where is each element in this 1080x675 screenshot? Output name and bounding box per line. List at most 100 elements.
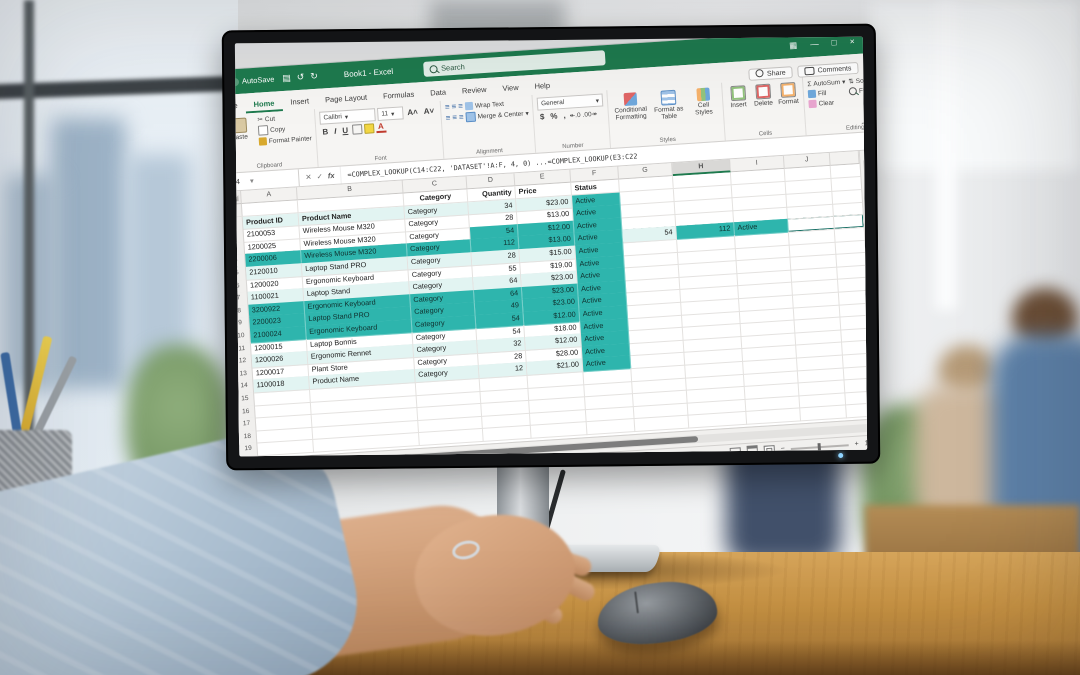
autosave-toggle[interactable]: AutoSave <box>234 74 275 87</box>
zoom-out-icon[interactable]: − <box>780 445 786 453</box>
comma-button[interactable]: , <box>563 110 567 120</box>
person-icon <box>755 68 765 78</box>
insert-function-icon[interactable]: fx <box>327 170 335 181</box>
magnifier-icon <box>848 87 858 96</box>
autosave-label: AutoSave <box>241 74 275 86</box>
save-icon[interactable]: ▤ <box>282 72 292 84</box>
workbook-title: Book1 - Excel <box>343 66 394 80</box>
search-placeholder: Search <box>440 62 466 73</box>
fill-color-button[interactable] <box>363 123 375 134</box>
normal-view-icon[interactable] <box>729 446 742 457</box>
autosum-button[interactable]: Σ AutoSum ▾ <box>807 78 846 88</box>
align-top-icon[interactable]: ≡ <box>444 102 450 112</box>
underline-button[interactable]: U <box>342 125 349 135</box>
row-filler <box>846 402 868 419</box>
italic-button[interactable]: I <box>333 126 337 136</box>
close-button[interactable]: × <box>849 36 855 47</box>
format-painter-icon <box>258 137 268 146</box>
ribbon-display-icon[interactable]: ▦ <box>788 39 798 51</box>
cancel-icon[interactable]: ✕ <box>304 172 312 182</box>
chevron-down-icon: ▾ <box>525 110 529 118</box>
zoom-in-icon[interactable]: + <box>854 440 859 448</box>
paste-button[interactable]: Paste <box>234 116 256 142</box>
restore-button[interactable]: □ <box>831 37 838 48</box>
currency-button[interactable]: $ <box>539 112 545 122</box>
insert-cells-icon <box>729 85 746 102</box>
font-color-button[interactable]: A <box>375 122 387 134</box>
share-label: Share <box>766 69 786 78</box>
cell[interactable] <box>634 414 690 432</box>
shrink-font-button[interactable]: A˅ <box>423 106 435 117</box>
group-styles: Conditional Formatting Format as Table C… <box>607 82 726 149</box>
wrap-text-button[interactable]: Wrap Text <box>464 100 504 111</box>
power-led-icon <box>838 452 844 459</box>
undo-icon[interactable]: ↺ <box>296 71 305 83</box>
borders-button[interactable] <box>351 124 363 135</box>
select-all-corner[interactable] <box>234 190 242 206</box>
conditional-formatting-button[interactable]: Conditional Formatting <box>612 91 650 123</box>
delete-cells-button[interactable]: Delete <box>751 82 775 108</box>
cell[interactable] <box>530 421 588 439</box>
search-icon <box>428 64 438 74</box>
page-layout-view-icon[interactable] <box>746 444 759 457</box>
group-font: Calibri ▾ 11 ▾ A˄ A˅ B I U <box>314 100 445 167</box>
cell[interactable] <box>688 411 748 429</box>
bold-button[interactable]: B <box>322 126 329 137</box>
format-cells-icon <box>779 82 796 98</box>
scroll-up-icon[interactable]: ▲ <box>862 150 868 157</box>
blurred-building <box>52 118 126 388</box>
align-center-icon[interactable]: ≡ <box>452 112 458 123</box>
merge-center-button[interactable]: Merge & Center ▾ <box>465 108 529 123</box>
sort-filter-button[interactable]: ⇅Sort & Filter <box>848 75 868 86</box>
increase-decimal-button[interactable]: ↞.0 <box>569 111 581 120</box>
align-left-icon[interactable]: ≡ <box>445 113 451 123</box>
align-middle-icon[interactable]: ≡ <box>451 101 457 112</box>
format-painter-button[interactable]: Format Painter <box>258 134 312 146</box>
grow-font-button[interactable]: A˄ <box>407 107 419 118</box>
redo-icon[interactable]: ↻ <box>310 70 319 82</box>
clear-button[interactable]: Clear <box>808 98 846 109</box>
copy-button[interactable]: Copy <box>257 122 312 136</box>
collapse-ribbon-icon[interactable]: ⌃ <box>860 122 867 130</box>
cell[interactable] <box>418 428 484 446</box>
cell[interactable] <box>800 404 847 422</box>
format-as-table-button[interactable]: Format as Table <box>650 88 686 121</box>
formula-bar-buttons: ✕ ✓ fx <box>298 166 343 187</box>
cell[interactable] <box>746 407 802 425</box>
find-select-button[interactable]: Find & Select <box>848 84 867 96</box>
merge-center-icon <box>465 111 476 123</box>
percent-button[interactable]: % <box>550 111 558 121</box>
font-name-select[interactable]: Calibri ▾ <box>319 108 376 125</box>
minimize-button[interactable]: — <box>809 38 819 49</box>
paste-label: Paste <box>234 133 249 142</box>
cell[interactable] <box>257 439 315 457</box>
format-as-table-icon <box>660 89 676 106</box>
row-number[interactable]: 19 <box>239 442 259 457</box>
fill-icon <box>807 89 817 99</box>
font-size-select[interactable]: 11 ▾ <box>376 106 404 122</box>
comment-icon <box>804 66 815 76</box>
fill-button[interactable]: Fill <box>807 88 846 99</box>
cell-styles-button[interactable]: Cell Styles <box>687 86 719 117</box>
chevron-down-icon: ▾ <box>390 110 395 118</box>
zoom-level: 100% <box>864 439 868 448</box>
align-bottom-icon[interactable]: ≡ <box>457 101 464 111</box>
blurred-window-frame-right <box>935 0 957 310</box>
insert-cells-button[interactable]: Insert <box>726 84 750 110</box>
chevron-down-icon: ▾ <box>344 113 349 121</box>
vertical-scroll-thumb[interactable] <box>863 158 868 199</box>
blurred-window-right <box>870 0 1080 170</box>
page-break-view-icon[interactable] <box>763 444 776 456</box>
toggle-icon[interactable] <box>234 77 240 87</box>
zoom-slider[interactable] <box>790 442 849 451</box>
decrease-decimal-button[interactable]: .00↠ <box>582 110 598 119</box>
scissors-icon: ✂ <box>257 116 264 124</box>
enter-icon[interactable]: ✓ <box>316 171 324 182</box>
align-right-icon[interactable]: ≡ <box>458 112 464 122</box>
cell[interactable] <box>586 418 636 436</box>
zoom-slider-thumb[interactable] <box>817 442 821 451</box>
format-cells-button[interactable]: Format <box>776 81 800 107</box>
cell[interactable] <box>482 425 532 442</box>
